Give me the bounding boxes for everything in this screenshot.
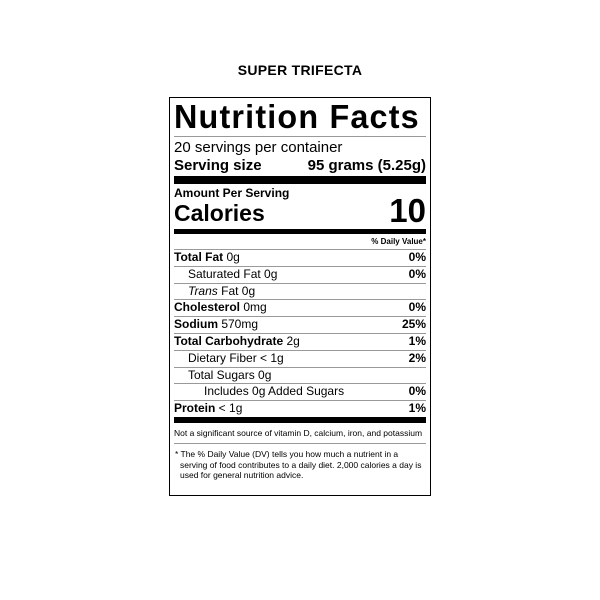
- servings-per-container: 20 servings per container: [174, 139, 343, 156]
- divider: [174, 443, 426, 445]
- nutrient-name: Total Carbohydrate: [174, 333, 284, 348]
- nutrient-name: Includes 0g Added Sugars: [204, 384, 345, 399]
- nutrient-name: Saturated Fat 0g: [188, 266, 278, 281]
- daily-value-footnote: * The % Daily Value (DV) tells you how m…: [175, 449, 422, 481]
- nutrient-dv: 25%: [401, 317, 426, 332]
- serving-size-value: 95 grams (5.25g): [307, 157, 426, 174]
- nutrient-amount: 2g: [283, 333, 300, 348]
- nutrient-name: Cholesterol: [174, 300, 241, 315]
- thick-divider: [174, 176, 426, 184]
- nutrient-name: Trans: [188, 283, 218, 298]
- label-title: Nutrition Facts: [174, 98, 420, 135]
- amount-per-serving: Amount Per Serving: [174, 186, 290, 200]
- nutrient-row-sodium: Sodium 570mg 25%: [174, 316, 426, 333]
- divider: [174, 136, 426, 137]
- nutrient-name: Total Fat: [174, 250, 224, 264]
- serving-size-label: Serving size: [174, 157, 262, 174]
- nutrient-row-protein: Protein < 1g 1%: [174, 400, 426, 417]
- nutrient-name: Dietary Fiber < 1g: [188, 350, 284, 365]
- nutrient-row-total-carbohydrate: Total Carbohydrate 2g 1%: [174, 332, 426, 350]
- nutrient-dv: 0%: [408, 300, 426, 315]
- nutrient-row-cholesterol: Cholesterol 0mg 0%: [174, 299, 426, 316]
- nutrient-amount: Fat 0g: [217, 283, 256, 298]
- not-significant-note: Not a significant source of vitamin D, c…: [174, 427, 423, 438]
- nutrition-label: Nutrition Facts 20 servings per containe…: [169, 97, 431, 496]
- daily-value-header: % Daily Value*: [371, 237, 426, 246]
- product-name: SUPER TRIFECTA: [237, 62, 363, 78]
- nutrient-row-total-fat: Total Fat 0g 0%: [174, 249, 426, 266]
- serving-size: Serving size 95 grams (5.25g): [174, 157, 426, 175]
- medium-divider: [174, 229, 426, 234]
- nutrient-row-trans-fat: Trans Fat 0g: [174, 282, 426, 300]
- calories-label: Calories: [174, 200, 265, 226]
- nutrient-row-added-sugars: Includes 0g Added Sugars 0%: [174, 383, 426, 400]
- calories-row: Calories 10: [174, 192, 426, 229]
- nutrient-dv: 0%: [408, 384, 426, 399]
- nutrient-amount: 0mg: [240, 300, 267, 315]
- nutrient-name: Total Sugars 0g: [188, 367, 272, 382]
- nutrient-amount: 570mg: [218, 317, 259, 332]
- nutrient-dv: 2%: [408, 350, 426, 365]
- nutrient-row-saturated-fat: Saturated Fat 0g 0%: [174, 265, 426, 283]
- nutrient-dv: 0%: [408, 250, 426, 264]
- nutrient-amount: < 1g: [215, 401, 243, 416]
- nutrient-dv: 1%: [408, 401, 426, 416]
- nutrient-name: Protein: [174, 401, 216, 416]
- thick-divider: [174, 416, 426, 423]
- nutrient-dv: 0%: [408, 266, 426, 281]
- nutrient-row-total-sugars: Total Sugars 0g: [174, 366, 426, 384]
- nutrient-amount: 0g: [223, 250, 240, 264]
- calories-value: 10: [389, 192, 426, 229]
- nutrient-dv: 1%: [408, 333, 426, 348]
- nutrient-row-dietary-fiber: Dietary Fiber < 1g 2%: [174, 349, 426, 367]
- nutrient-name: Sodium: [174, 317, 218, 332]
